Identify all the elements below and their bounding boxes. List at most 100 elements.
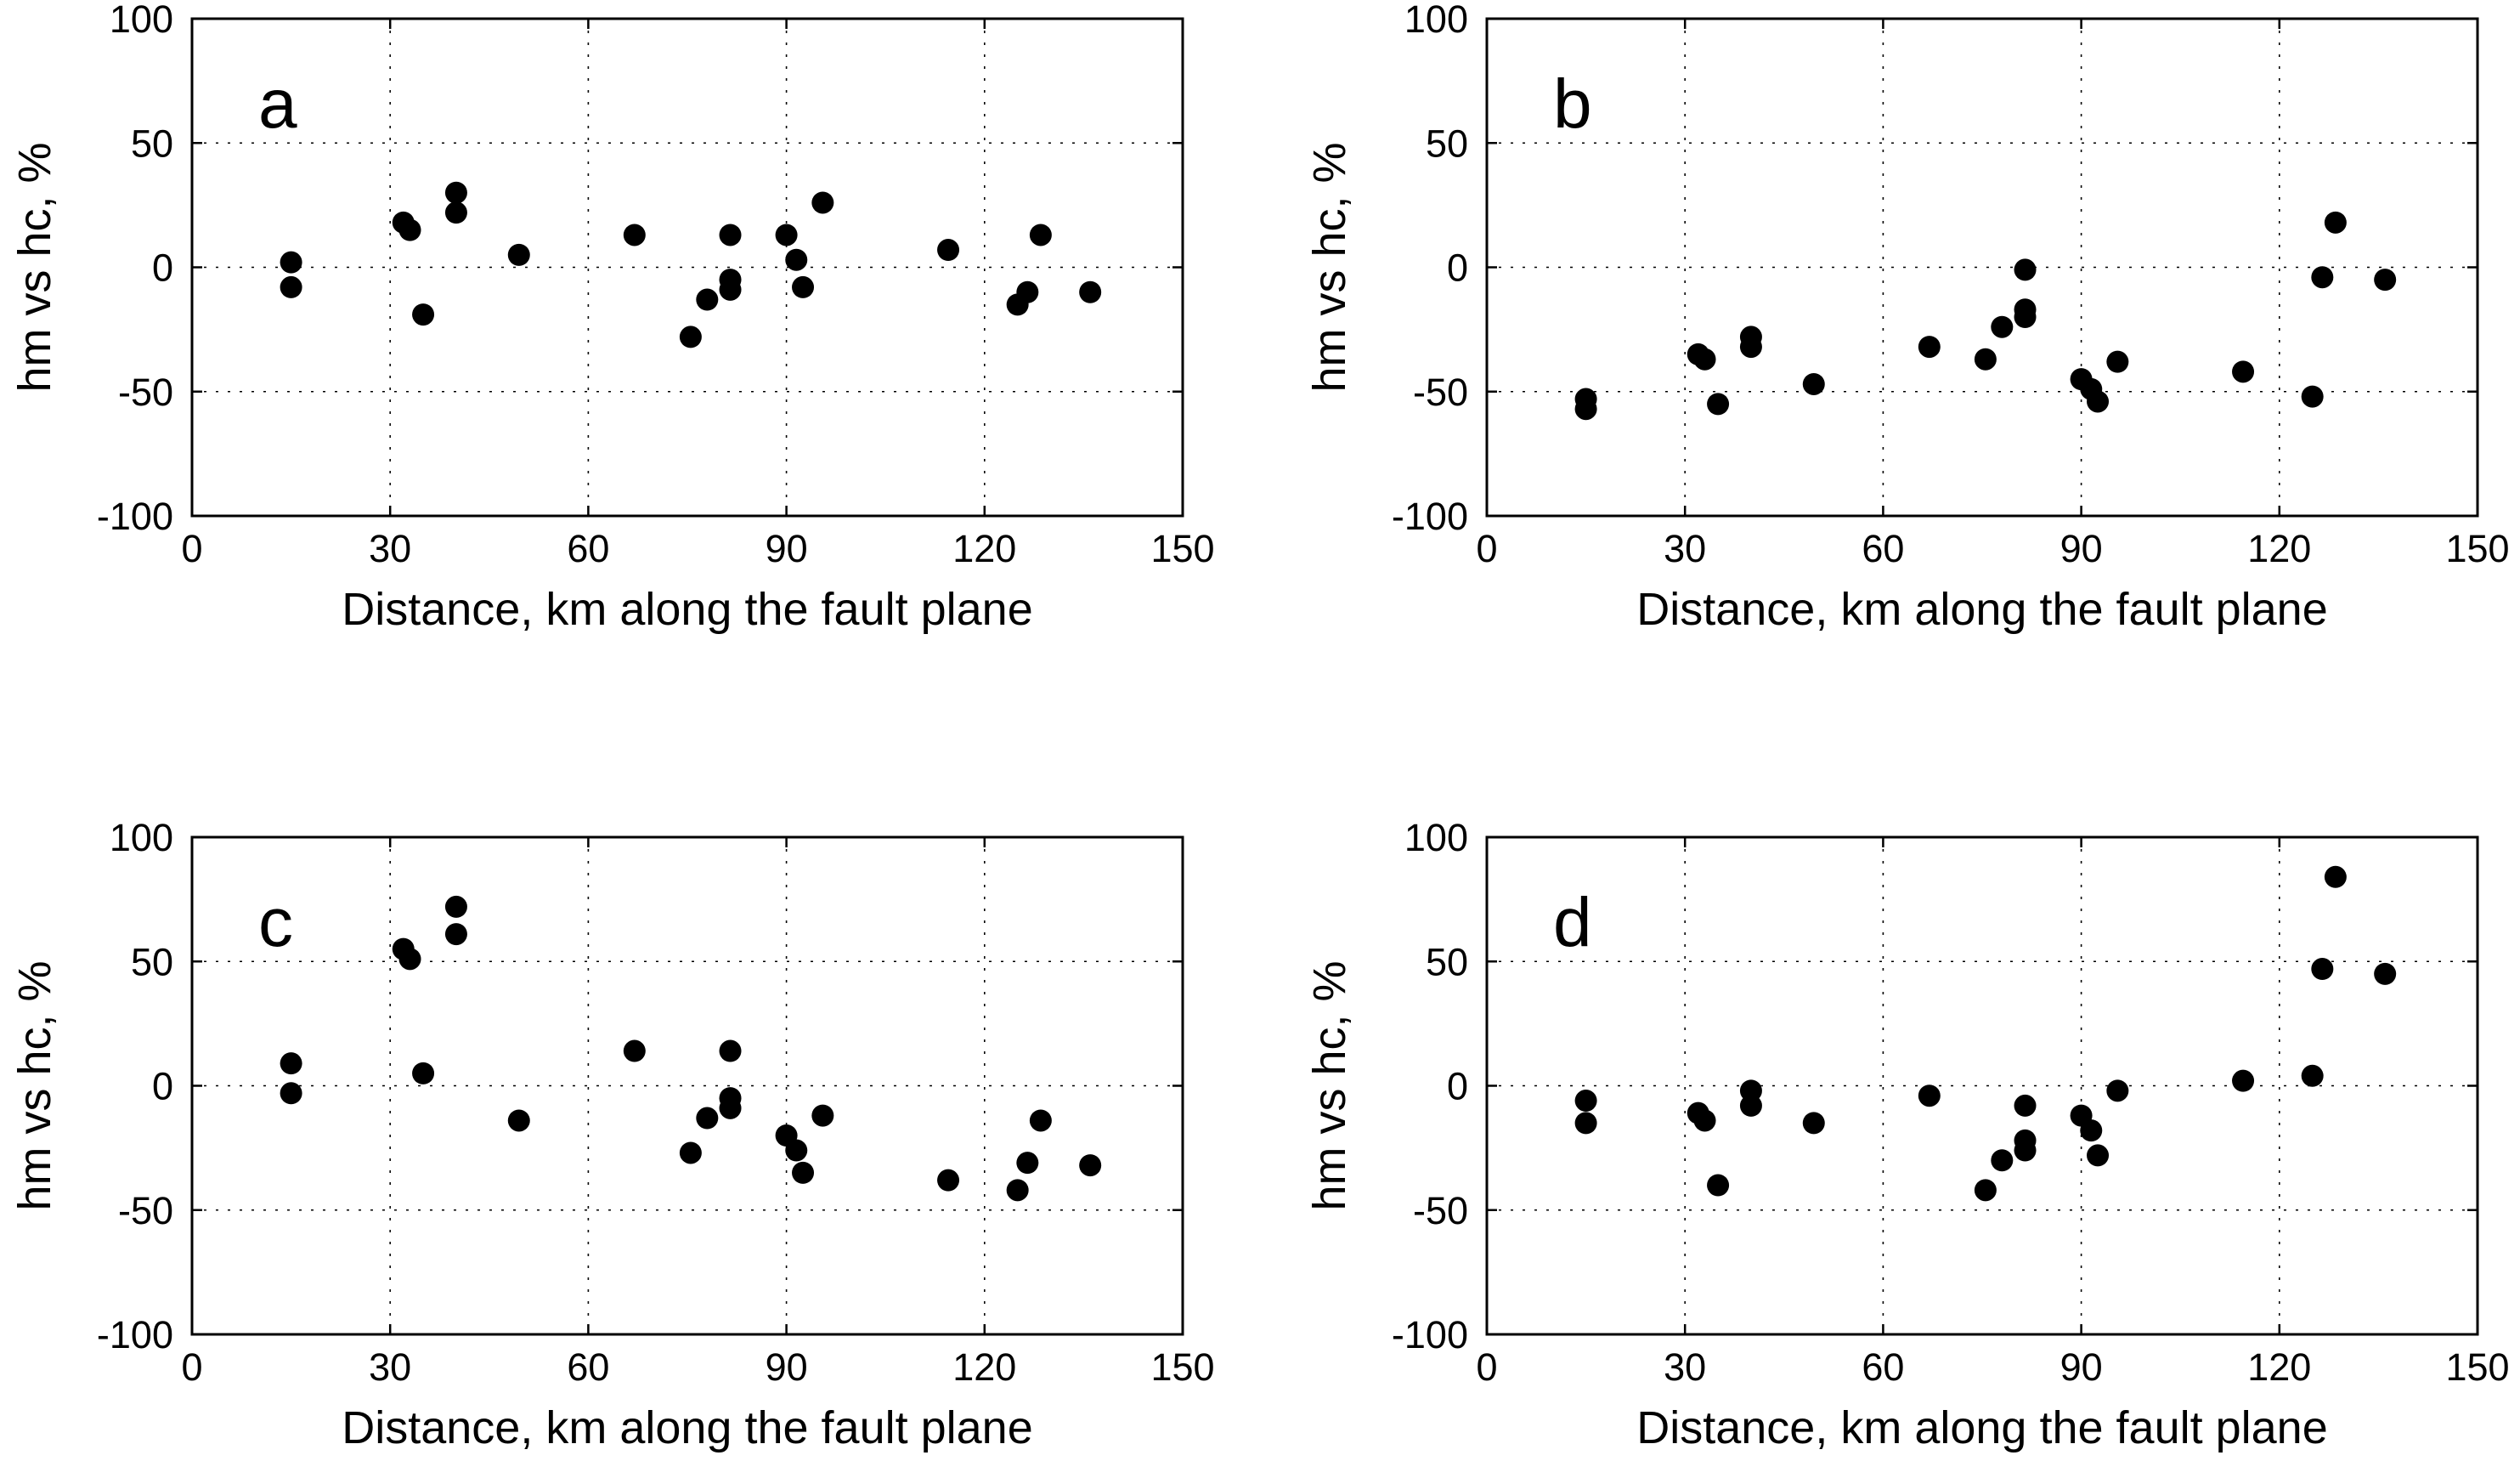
- data-point: [785, 248, 808, 271]
- x-tick-label: 90: [2060, 1345, 2103, 1389]
- x-tick-label: 150: [2445, 1345, 2509, 1389]
- data-point: [775, 224, 798, 246]
- x-tick-label: 0: [1476, 527, 1497, 570]
- data-point: [719, 1096, 742, 1119]
- data-point: [679, 326, 702, 348]
- data-point: [507, 243, 530, 266]
- panel-letter: a: [258, 65, 297, 143]
- data-point: [444, 181, 467, 204]
- x-tick-label: 120: [2247, 527, 2311, 570]
- y-tick-label: 100: [1404, 816, 1468, 859]
- y-tick-label: 0: [152, 1065, 173, 1108]
- panel-b: 0 30 60 90 120 150 100 50 0 -50 -100 Distance, km a…: [1304, 0, 2510, 635]
- data-point: [1029, 1109, 1052, 1132]
- data-point: [1574, 1090, 1597, 1113]
- x-axis-label: Distance, km along the fault plane: [1636, 1402, 2327, 1453]
- data-point: [2106, 1079, 2129, 1102]
- x-tick-label: 0: [181, 527, 202, 570]
- y-tick-label: -100: [1392, 1313, 1468, 1356]
- x-tick-label: 60: [1862, 1345, 1904, 1389]
- data-point: [2232, 360, 2255, 383]
- y-tick-label: -100: [1392, 495, 1468, 538]
- x-tick-label: 150: [1150, 1345, 1214, 1389]
- data-point: [2080, 1119, 2103, 1142]
- y-tick-label: 0: [1447, 1065, 1468, 1108]
- data-point: [444, 201, 467, 224]
- x-tick-label: 30: [1664, 1345, 1706, 1389]
- y-tick-label: -100: [97, 1313, 173, 1356]
- x-axis-label: Distance, km along the fault plane: [342, 584, 1032, 635]
- data-point: [280, 1082, 302, 1105]
- panel-letter: c: [258, 884, 293, 961]
- y-axis-label: hm vs hc, %: [9, 960, 60, 1210]
- data-point: [280, 1052, 302, 1075]
- data-point: [1016, 1152, 1039, 1175]
- y-tick-label: -100: [97, 495, 173, 538]
- y-axis-label: hm vs hc, %: [9, 142, 60, 392]
- x-tick-label: 90: [2060, 527, 2103, 570]
- data-point: [719, 1039, 742, 1062]
- data-point: [2232, 1069, 2255, 1092]
- x-tick-label: 150: [1150, 527, 1214, 570]
- data-point: [623, 224, 646, 246]
- x-tick-label: 60: [567, 527, 609, 570]
- data-point: [1991, 1149, 2014, 1172]
- data-point: [2014, 1129, 2037, 1152]
- data-point: [785, 1139, 808, 1162]
- y-tick-label: -50: [1413, 371, 1468, 414]
- data-point: [1739, 1094, 1762, 1117]
- y-tick-label: -50: [118, 1189, 173, 1232]
- x-tick-label: 30: [369, 1345, 411, 1389]
- x-tick-label: 150: [2445, 527, 2509, 570]
- y-axis-label: hm vs hc, %: [1304, 142, 1355, 392]
- data-point: [398, 948, 421, 971]
- data-point: [1739, 336, 1762, 359]
- y-tick-label: 50: [131, 122, 173, 165]
- data-point: [623, 1039, 646, 1062]
- data-point: [696, 1107, 719, 1130]
- y-tick-label: 100: [110, 816, 173, 859]
- data-point: [792, 275, 815, 298]
- data-point: [444, 895, 467, 918]
- data-point: [719, 278, 742, 301]
- axes-frame: [1485, 17, 2479, 518]
- data-point: [1918, 1084, 1941, 1107]
- axes-frame: [190, 835, 1184, 1336]
- x-tick-label: 120: [2247, 1345, 2311, 1389]
- panel-d: 0 30 60 90 120 150 100 50 0 -50 -100 Distance, km a…: [1304, 816, 2510, 1453]
- x-tick-label: 120: [952, 1345, 1016, 1389]
- x-tick-label: 0: [1476, 1345, 1497, 1389]
- x-tick-label: 30: [1664, 527, 1706, 570]
- y-tick-label: 100: [1404, 0, 1468, 41]
- data-point: [280, 275, 302, 298]
- data-point: [1574, 1112, 1597, 1135]
- x-axis-label: Distance, km along the fault plane: [1636, 584, 2327, 635]
- x-tick-label: 30: [369, 527, 411, 570]
- x-tick-label: 60: [567, 1345, 609, 1389]
- data-point: [696, 288, 719, 311]
- data-point: [811, 191, 834, 214]
- data-point: [1802, 372, 1825, 395]
- data-point: [1918, 336, 1941, 359]
- panel-letter: d: [1553, 884, 1592, 961]
- x-tick-label: 90: [766, 527, 808, 570]
- data-point: [2106, 350, 2129, 373]
- y-tick-label: 0: [1447, 246, 1468, 290]
- data-point: [1693, 348, 1716, 371]
- data-point: [2014, 1094, 2037, 1117]
- data-point: [1079, 1154, 1102, 1177]
- data-point: [2301, 1064, 2324, 1087]
- data-point: [1707, 393, 1730, 416]
- data-point: [2374, 269, 2397, 292]
- data-point: [2087, 390, 2110, 413]
- data-point: [937, 1169, 960, 1192]
- data-point: [398, 218, 421, 241]
- data-point: [1974, 348, 1997, 371]
- data-point: [1016, 280, 1039, 303]
- data-point: [1029, 224, 1052, 246]
- data-point: [2374, 962, 2397, 985]
- data-point: [2014, 258, 2037, 281]
- data-point: [937, 239, 960, 262]
- data-point: [811, 1104, 834, 1127]
- data-point: [2301, 385, 2324, 408]
